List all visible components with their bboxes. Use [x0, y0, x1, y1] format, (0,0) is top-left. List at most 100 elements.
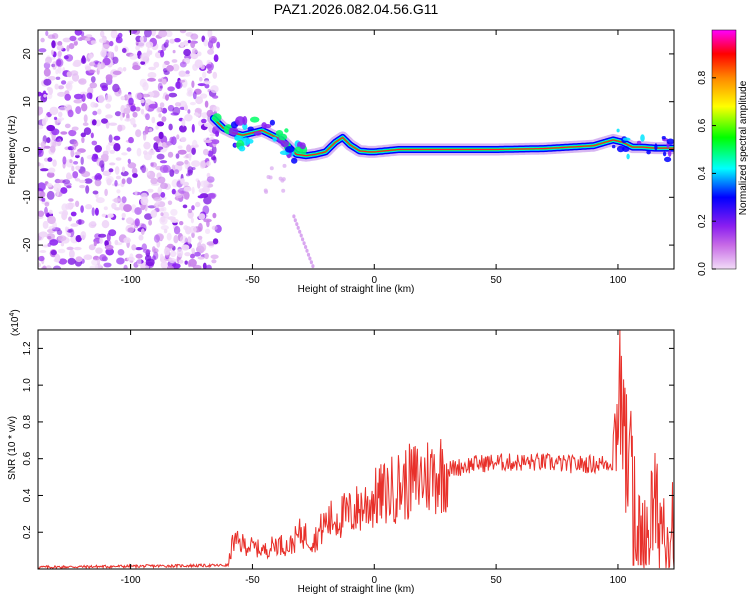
noise-blob — [128, 97, 134, 106]
noise-blob — [94, 207, 99, 216]
noise-blob — [48, 209, 53, 215]
noise-blob — [198, 188, 205, 193]
noise-blob — [197, 195, 205, 199]
noise-blob — [181, 118, 186, 127]
noise-blob — [97, 62, 101, 71]
noise-blob — [145, 41, 154, 48]
noise-blob — [105, 144, 111, 153]
noise-blob — [190, 253, 195, 259]
noise-blob — [200, 243, 207, 252]
noise-blob — [148, 149, 155, 156]
noise-blob — [85, 34, 93, 39]
x-tick-label: 0 — [371, 275, 377, 286]
noise-blob — [166, 65, 174, 72]
noise-blob — [187, 166, 194, 174]
noise-blob — [183, 104, 188, 111]
noise-blob — [123, 264, 128, 269]
noise-blob — [142, 82, 149, 91]
noise-blob — [88, 69, 96, 74]
noise-blob — [95, 197, 105, 204]
noise-blob — [88, 53, 94, 59]
noise-blob — [302, 241, 306, 246]
noise-blob — [178, 79, 186, 83]
noise-blob — [80, 156, 84, 165]
noise-blob — [157, 82, 163, 92]
noise-blob — [148, 103, 158, 109]
snr-scale-close: ) — [10, 309, 21, 312]
noise-blob — [109, 40, 114, 47]
noise-blob — [191, 232, 195, 238]
noise-blob — [108, 168, 114, 173]
noise-blob — [304, 245, 308, 249]
noise-blob — [114, 242, 123, 246]
noise-blob — [43, 94, 47, 98]
noise-blob — [160, 182, 168, 189]
noise-blob — [213, 156, 217, 164]
ridge-blob — [626, 153, 630, 160]
noise-blob — [188, 152, 192, 161]
noise-blob — [177, 145, 183, 149]
noise-blob — [213, 54, 219, 62]
noise-blob — [70, 70, 79, 76]
noise-blob — [67, 232, 71, 238]
noise-blob — [54, 254, 61, 263]
y-tick-label: 0.2 — [22, 525, 33, 539]
noise-blob — [143, 141, 151, 150]
noise-blob — [79, 184, 86, 189]
noise-blob — [93, 241, 97, 247]
noise-blob — [70, 223, 79, 227]
noise-blob — [112, 70, 122, 76]
noise-blob — [134, 190, 138, 196]
noise-blob — [211, 139, 220, 145]
noise-blob — [158, 113, 162, 118]
noise-blob — [155, 200, 160, 205]
noise-blob — [120, 96, 126, 101]
noise-blob — [66, 229, 73, 233]
noise-blob — [203, 80, 211, 85]
noise-blob — [96, 174, 103, 180]
noise-blob — [75, 256, 83, 263]
ridge-blob — [235, 116, 246, 126]
noise-blob — [128, 136, 134, 144]
noise-blob — [132, 64, 141, 71]
noise-blob — [57, 85, 65, 90]
noise-blob — [119, 112, 124, 121]
noise-blob — [46, 124, 55, 132]
noise-blob — [199, 160, 206, 169]
noise-blob — [308, 256, 312, 261]
noise-blob — [130, 117, 136, 126]
noise-blob — [74, 30, 82, 36]
noise-blob — [45, 30, 49, 36]
noise-blob — [44, 145, 51, 149]
noise-blob — [115, 157, 122, 161]
x-tick-label: -50 — [245, 275, 260, 286]
noise-blob — [94, 179, 102, 187]
noise-blob — [99, 254, 107, 262]
noise-blob — [94, 174, 98, 181]
noise-blob — [89, 265, 99, 269]
noise-blob — [90, 220, 96, 225]
colorbar-label: Normalized spectral amplitude — [738, 80, 749, 215]
noise-blob — [104, 188, 108, 197]
noise-blob — [39, 250, 47, 253]
noise-blob — [191, 186, 195, 195]
noise-blob — [110, 30, 118, 39]
noise-blob — [101, 118, 108, 124]
x-tick-label: 0 — [371, 575, 377, 586]
noise-blob — [176, 161, 184, 166]
noise-blob — [80, 132, 87, 138]
noise-blob — [181, 244, 190, 251]
noise-blob — [166, 265, 174, 269]
noise-blob — [103, 262, 112, 268]
noise-blob — [135, 129, 142, 138]
noise-blob — [211, 145, 217, 155]
noise-blob — [174, 102, 182, 107]
noise-blob — [281, 188, 286, 193]
noise-blob — [92, 110, 98, 116]
noise-blob — [107, 213, 114, 218]
noise-blob — [162, 63, 167, 70]
noise-blob — [139, 36, 144, 42]
noise-blob — [47, 215, 56, 225]
noise-blob — [204, 122, 211, 127]
noise-blob — [89, 82, 98, 89]
